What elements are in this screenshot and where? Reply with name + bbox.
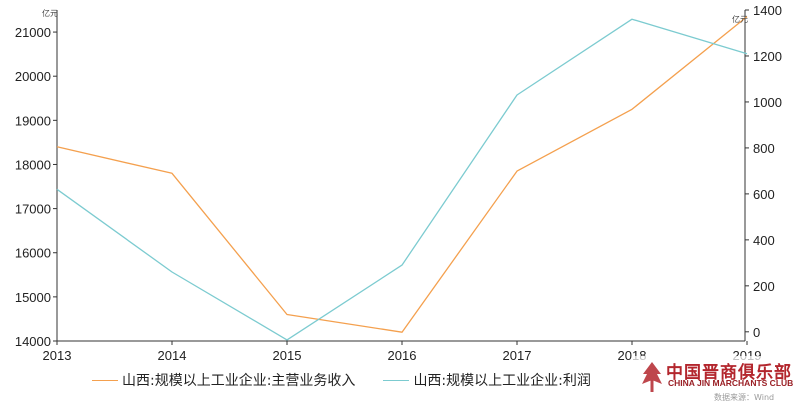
chart-axes: 1400015000160001700018000190002000021000… xyxy=(15,3,782,363)
left-tick-label: 21000 xyxy=(15,25,51,40)
left-axis-unit: 亿元 xyxy=(42,8,58,18)
chart-legend: 山西:规模以上工业企业:主营业务收入 山西:规模以上工业企业:利润 xyxy=(92,370,591,390)
left-tick-label: 17000 xyxy=(15,202,51,217)
right-tick-label: 800 xyxy=(753,141,775,156)
right-axis-unit: 亿元 xyxy=(732,14,748,24)
right-tick-label: 0 xyxy=(753,325,760,340)
watermark-subtitle: CHINA JIN MARCHANTS CLUB xyxy=(668,378,794,388)
right-tick-label: 400 xyxy=(753,233,775,248)
legend-swatch-revenue xyxy=(92,379,118,381)
x-tick-label: 2013 xyxy=(43,348,72,363)
legend-item-revenue: 山西:规模以上工业企业:主营业务收入 xyxy=(92,370,355,390)
left-tick-label: 16000 xyxy=(15,246,51,261)
data-source-note: 数据来源：Wind xyxy=(714,393,775,402)
x-tick-label: 2015 xyxy=(273,348,302,363)
x-tick-label: 2016 xyxy=(388,348,417,363)
left-tick-label: 18000 xyxy=(15,157,51,172)
right-tick-label: 600 xyxy=(753,187,775,202)
left-tick-label: 20000 xyxy=(15,69,51,84)
watermark: 中国晋商俱乐部 CHINA JIN MARCHANTS CLUB 数据来源：Wi… xyxy=(632,356,797,404)
right-tick-label: 1000 xyxy=(753,95,782,110)
chart-series xyxy=(56,16,748,341)
series-line-profit xyxy=(56,18,748,341)
legend-label-revenue: 山西:规模以上工业企业:主营业务收入 xyxy=(122,373,356,389)
legend-item-profit: 山西:规模以上工业企业:利润 xyxy=(383,370,591,390)
right-tick-label: 200 xyxy=(753,279,775,294)
right-tick-label: 1200 xyxy=(753,49,782,64)
x-tick-label: 2017 xyxy=(503,348,532,363)
series-line-revenue xyxy=(56,16,748,333)
x-tick-label: 2014 xyxy=(158,348,187,363)
left-tick-label: 14000 xyxy=(15,334,51,349)
left-tick-label: 19000 xyxy=(15,113,51,128)
legend-label-profit: 山西:规模以上工业企业:利润 xyxy=(413,373,591,389)
left-tick-label: 15000 xyxy=(15,290,51,305)
right-tick-label: 1400 xyxy=(753,3,782,18)
watermark-title: 中国晋商俱乐部 xyxy=(666,363,792,383)
club-logo-icon xyxy=(642,362,662,392)
legend-swatch-profit xyxy=(383,379,410,381)
